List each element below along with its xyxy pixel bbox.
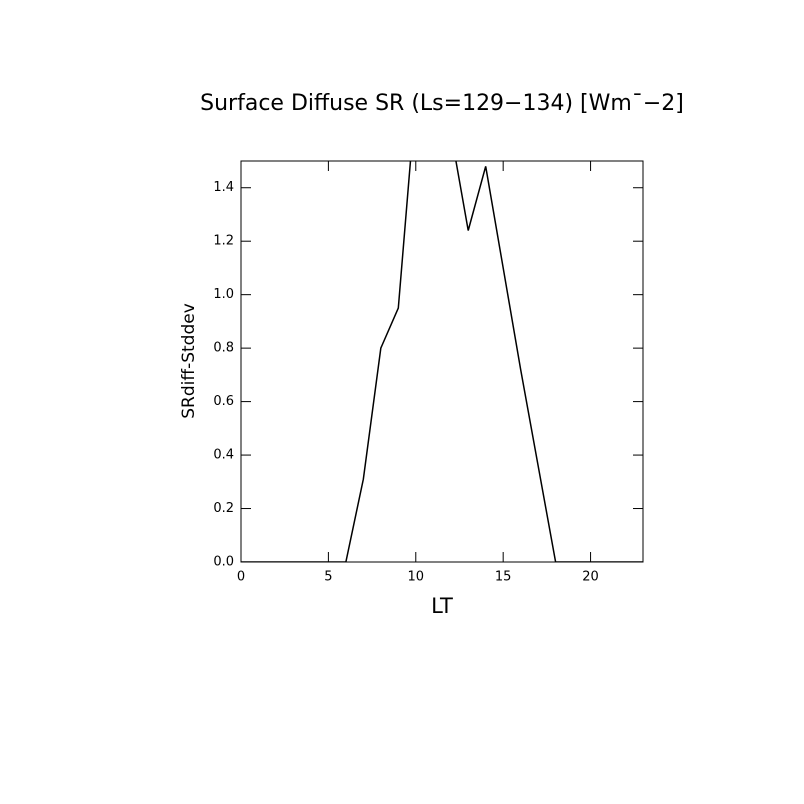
y-tick-label: 0.4: [213, 448, 234, 463]
plot-frame: [240, 160, 644, 563]
x-tick-label: 0: [237, 570, 245, 585]
y-tick-label: 0.6: [213, 394, 234, 409]
x-tick-label: 10: [408, 570, 425, 585]
y-tick-label: 0.0: [213, 555, 234, 570]
x-tick-label: 15: [495, 570, 512, 585]
y-tick-label: 1.2: [213, 234, 234, 249]
y-tick-label: 0.2: [213, 501, 234, 516]
chart-title: Surface Diffuse SR (Ls=129−134) [Wm¯−2]: [200, 91, 684, 116]
y-tick-label: 0.8: [213, 341, 234, 356]
y-axis-label: SRdiff-Stddev: [179, 303, 199, 419]
y-tick-label: 1.4: [213, 180, 234, 195]
x-tick-label: 5: [324, 570, 332, 585]
x-tick-label: 20: [582, 570, 599, 585]
x-axis-label: LT: [431, 594, 453, 618]
y-tick-label: 1.0: [213, 287, 234, 302]
